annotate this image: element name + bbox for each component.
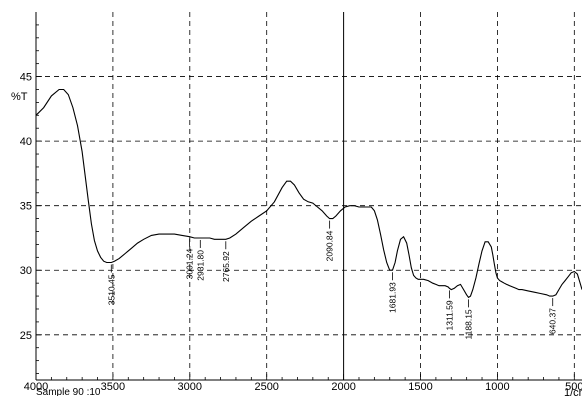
- peak-annotations: 3510.45 3001.24 2931.80 2765.92 2090.84 1681.…: [106, 220, 558, 339]
- y-axis-label: %T: [11, 91, 28, 103]
- x-axis-label: 1/cm: [564, 387, 582, 396]
- x-tick-label: 3000: [178, 381, 202, 393]
- x-tick-label: 4000: [24, 381, 48, 393]
- x-tick-label: 2500: [254, 381, 278, 393]
- x-tick-label: 2000: [331, 381, 355, 393]
- spectrum-line: [35, 88, 582, 299]
- grid-lines: [36, 12, 582, 380]
- y-tick-label: 25: [20, 330, 32, 342]
- peak-label: 640.37: [548, 308, 558, 334]
- x-tick-label: 3500: [101, 381, 125, 393]
- peak-label: 1681.93: [388, 282, 398, 313]
- x-tick-label: 1000: [485, 381, 509, 393]
- x-tick-label: 1500: [408, 381, 432, 393]
- peak-label: 3001.24: [185, 248, 195, 279]
- peak-label: 2090.84: [325, 230, 335, 261]
- peak-label: 1188.15: [463, 309, 473, 339]
- x-tick-label: 500: [565, 381, 582, 393]
- peak-label: 2931.80: [195, 250, 205, 281]
- spectrum-series: [35, 88, 582, 299]
- peak-label: 3510.45: [106, 274, 116, 305]
- y-tick-label: 30: [20, 265, 32, 277]
- y-tick-label: 35: [20, 201, 32, 213]
- peak-label: 2765.92: [221, 251, 231, 282]
- sample-label: Sample 90 :10: [36, 387, 101, 396]
- peak-label: 1311.59: [444, 300, 454, 330]
- y-tick-label: 40: [20, 136, 32, 148]
- tick-labels: 25 30 35 40 45 4000 3500 3000 2500 2000 1500 1000 50…: [20, 72, 582, 393]
- y-tick-label: 45: [20, 72, 32, 84]
- axes: [35, 12, 582, 381]
